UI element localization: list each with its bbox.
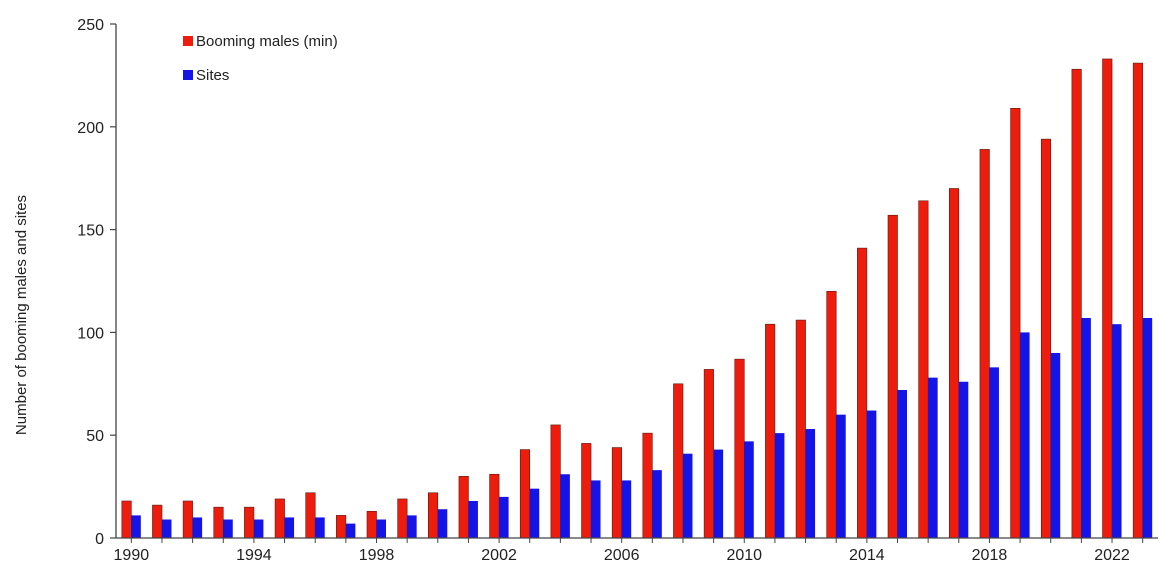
bar-booming-males-2013 — [826, 290, 837, 539]
bar-sites-1990 — [131, 515, 141, 538]
legend-swatch — [183, 36, 193, 46]
legend: Booming males (min) Sites — [183, 33, 338, 84]
bar-booming-males-2004 — [550, 424, 561, 539]
bar-sites-2009 — [713, 449, 724, 538]
bar-sites-1991 — [161, 519, 172, 538]
bar-booming-males-2014 — [857, 247, 868, 539]
bar-sites-1994 — [253, 519, 264, 538]
bar-sites-2011 — [774, 433, 785, 538]
bar-sites-2010 — [744, 441, 754, 538]
bar-sites-2018 — [989, 367, 999, 538]
bar-booming-males-2018 — [979, 149, 990, 539]
bar-booming-males-1994 — [244, 506, 255, 539]
x-tick-label: 2006 — [604, 547, 640, 564]
bar-booming-males-2006 — [611, 447, 622, 539]
bar-sites-2017 — [958, 381, 969, 538]
bar-booming-males-1993 — [213, 506, 224, 539]
bar-booming-males-2019 — [1010, 108, 1021, 539]
bar-booming-males-2017 — [948, 188, 960, 539]
y-tick-label: 100 — [77, 325, 104, 342]
bar-sites-2004 — [560, 474, 570, 538]
bar-sites-2015 — [897, 389, 907, 538]
bar-sites-2008 — [682, 453, 693, 538]
bars — [121, 58, 1153, 539]
bar-sites-2007 — [652, 470, 662, 538]
x-tick-label: 1990 — [114, 547, 150, 564]
x-axis-ticks: 1990 1994 1998 2002 2006 2010 2014 2018 2022 — [114, 538, 1144, 564]
y-tick-label: 250 — [77, 17, 104, 34]
bar-booming-males-1992 — [182, 500, 193, 539]
bar-sites-1992 — [192, 517, 203, 538]
bar-booming-males-2007 — [642, 432, 653, 539]
axes — [115, 24, 1158, 539]
x-tick-label: 2002 — [481, 547, 517, 564]
bar-sites-2022 — [1112, 324, 1122, 538]
bar-sites-2020 — [1050, 352, 1061, 538]
y-tick-label: 50 — [86, 428, 104, 445]
bar-booming-males-2012 — [795, 319, 806, 539]
bar-booming-males-2002 — [489, 473, 500, 539]
legend-swatch — [183, 70, 193, 80]
bar-sites-2001 — [468, 500, 478, 538]
bar-booming-males-2015 — [887, 214, 898, 539]
bar-sites-2000 — [437, 509, 448, 538]
y-axis-ticks: 0 50 100 150 200 250 — [77, 17, 116, 548]
bar-booming-males-2008 — [673, 383, 684, 539]
bar-sites-1993 — [223, 519, 233, 538]
bar-booming-males-1998 — [366, 510, 377, 539]
y-tick-label: 0 — [95, 531, 104, 548]
bar-sites-2019 — [1020, 332, 1030, 538]
bar-booming-males-1999 — [397, 498, 408, 539]
bar-booming-males-1995 — [274, 498, 285, 539]
y-tick-label: 200 — [77, 120, 104, 137]
x-tick-label: 2010 — [726, 547, 762, 564]
x-tick-label: 2014 — [849, 547, 885, 564]
bar-sites-2023 — [1142, 318, 1153, 538]
y-axis-title: Number of booming males and sites — [13, 195, 30, 435]
bar-booming-males-1991 — [152, 504, 163, 539]
bar-sites-1998 — [376, 519, 386, 538]
x-tick-label: 2018 — [972, 547, 1008, 564]
bar-booming-males-2023 — [1132, 62, 1143, 539]
bar-booming-males-2021 — [1071, 68, 1082, 539]
bar-booming-males-2009 — [703, 369, 714, 539]
x-tick-label: 1994 — [236, 547, 272, 564]
bar-booming-males-2022 — [1102, 58, 1113, 539]
legend-label: Booming males (min) — [196, 33, 338, 50]
bar-sites-1999 — [407, 515, 417, 538]
bar-booming-males-2010 — [734, 358, 745, 539]
bar-sites-2014 — [866, 410, 877, 538]
bar-booming-males-1997 — [336, 515, 347, 539]
bar-sites-2021 — [1081, 318, 1091, 538]
x-tick-label: 1998 — [359, 547, 395, 564]
bar-sites-2016 — [928, 377, 938, 538]
bar-booming-males-2016 — [918, 200, 929, 539]
bar-sites-1996 — [315, 517, 325, 538]
y-tick-label: 150 — [77, 223, 104, 240]
bar-sites-2013 — [836, 414, 846, 538]
bar-booming-males-2011 — [765, 323, 776, 539]
bar-booming-males-2001 — [458, 476, 469, 539]
bar-booming-males-2005 — [581, 443, 592, 539]
bar-sites-2006 — [621, 480, 632, 538]
bar-booming-males-1990 — [121, 500, 132, 539]
bar-sites-2003 — [529, 488, 540, 538]
legend-label: Sites — [196, 67, 229, 84]
bar-booming-males-2020 — [1040, 138, 1052, 539]
bar-booming-males-1996 — [305, 492, 316, 539]
bar-sites-2002 — [499, 496, 509, 538]
bar-sites-2012 — [805, 429, 816, 538]
bar-sites-1997 — [345, 523, 356, 538]
bar-sites-1995 — [284, 517, 295, 538]
x-tick-label: 2022 — [1094, 547, 1130, 564]
bar-booming-males-2003 — [519, 449, 531, 539]
bar-booming-males-2000 — [427, 492, 439, 539]
bar-sites-2005 — [591, 480, 601, 538]
